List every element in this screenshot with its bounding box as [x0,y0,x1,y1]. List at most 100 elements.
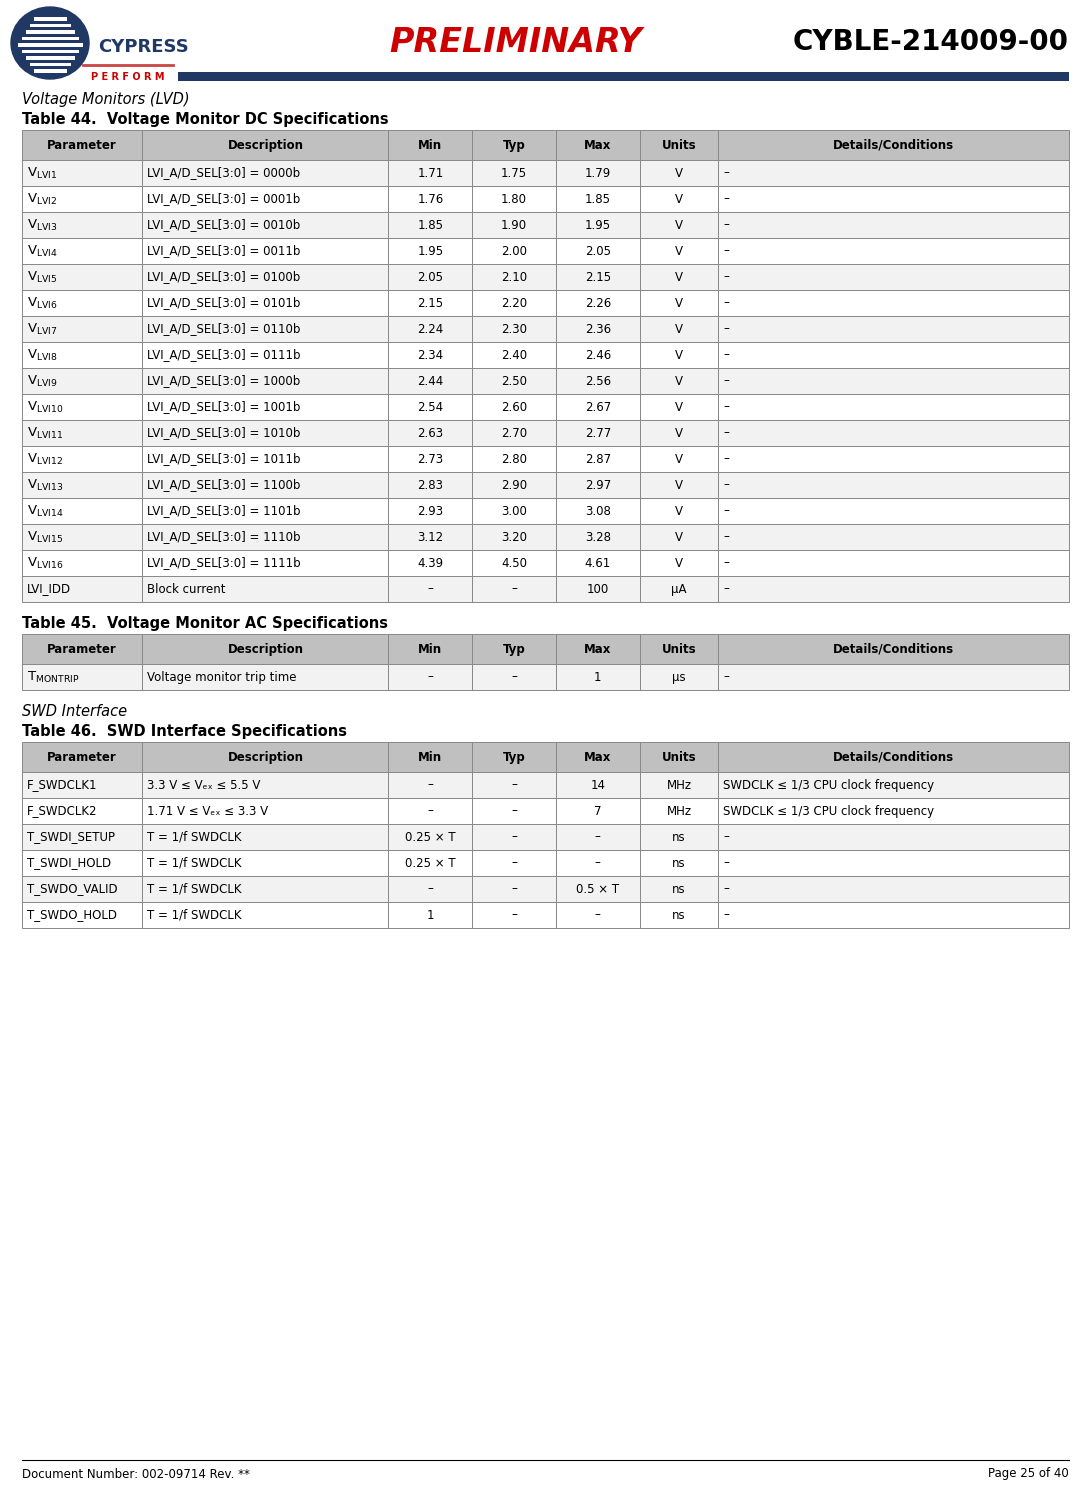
Bar [718,420,1069,446]
Bar [22,186,143,212]
Bar [388,130,472,160]
Bar [143,797,388,824]
Text: T_SWDI_SETUP: T_SWDI_SETUP [27,830,115,844]
Bar [472,368,556,393]
Bar [639,316,718,343]
Bar [143,772,388,797]
Text: 3.28: 3.28 [585,531,611,543]
Bar [639,446,718,473]
Text: LVI_A/D_SEL[3:0] = 1010b: LVI_A/D_SEL[3:0] = 1010b [147,426,301,440]
Text: LVI_A/D_SEL[3:0] = 1101b: LVI_A/D_SEL[3:0] = 1101b [147,504,301,518]
Text: 3.08: 3.08 [585,504,611,518]
Text: LVI_A/D_SEL[3:0] = 0101b: LVI_A/D_SEL[3:0] = 0101b [147,296,301,310]
Text: $\mathregular{V_{LVI16}}$: $\mathregular{V_{LVI16}}$ [27,555,63,570]
Text: 4.61: 4.61 [585,557,611,570]
Bar [22,446,143,473]
Bar [143,850,388,877]
Text: 1.95: 1.95 [585,218,611,232]
Bar [472,850,556,877]
Text: –: – [723,857,729,869]
Text: V: V [675,244,683,257]
Bar [472,664,556,690]
Text: V: V [675,374,683,387]
Text: $\mathregular{V_{LVI13}}$: $\mathregular{V_{LVI13}}$ [27,477,63,492]
Text: $\mathregular{V_{LVI12}}$: $\mathregular{V_{LVI12}}$ [27,452,63,467]
Text: LVI_A/D_SEL[3:0] = 0100b: LVI_A/D_SEL[3:0] = 0100b [147,271,301,284]
Bar [556,316,639,343]
Bar [639,772,718,797]
Text: $\mathregular{V_{LVI11}}$: $\mathregular{V_{LVI11}}$ [27,425,63,440]
Bar [639,212,718,238]
Bar [22,263,143,290]
Text: 2.70: 2.70 [501,426,527,440]
Text: V: V [675,349,683,362]
Text: Document Number: 002-09714 Rev. **: Document Number: 002-09714 Rev. ** [22,1468,250,1481]
Text: 3.3 V ≤ Vₑₓ ≤ 5.5 V: 3.3 V ≤ Vₑₓ ≤ 5.5 V [147,778,261,791]
Bar [556,420,639,446]
Text: V: V [675,323,683,335]
Bar [639,186,718,212]
Text: 4.50: 4.50 [501,557,527,570]
Text: 2.83: 2.83 [418,479,443,492]
Text: Parameter: Parameter [47,642,117,655]
Bar [388,498,472,524]
Bar [388,212,472,238]
Text: SWD Interface: SWD Interface [22,705,128,720]
Bar [22,290,143,316]
Bar [472,160,556,186]
Bar [143,524,388,551]
Bar [718,576,1069,601]
Bar [388,742,472,772]
Bar [472,238,556,263]
Text: 2.80: 2.80 [501,452,527,465]
Text: Voltage monitor trip time: Voltage monitor trip time [147,670,297,684]
Bar [143,238,388,263]
Bar [22,576,143,601]
Text: $\mathregular{V_{LVI5}}$: $\mathregular{V_{LVI5}}$ [27,269,58,284]
Bar [472,902,556,928]
Bar [388,576,472,601]
Bar [388,877,472,902]
Bar [22,742,143,772]
Text: CYPRESS: CYPRESS [98,37,189,55]
Text: 2.40: 2.40 [501,349,527,362]
Bar [556,160,639,186]
Bar [143,634,388,664]
Text: LVI_A/D_SEL[3:0] = 0001b: LVI_A/D_SEL[3:0] = 0001b [147,193,301,205]
Text: T_SWDO_VALID: T_SWDO_VALID [27,883,118,896]
Text: 1: 1 [427,908,434,922]
Text: Min: Min [418,751,442,763]
Text: 2.50: 2.50 [501,374,527,387]
Text: LVI_A/D_SEL[3:0] = 1011b: LVI_A/D_SEL[3:0] = 1011b [147,452,301,465]
Text: –: – [428,883,433,896]
Text: V: V [675,166,683,180]
Text: –: – [723,557,729,570]
Text: 2.20: 2.20 [501,296,527,310]
Bar [143,186,388,212]
Text: V: V [675,401,683,413]
Bar [388,473,472,498]
Text: V: V [675,426,683,440]
Text: T_SWDO_HOLD: T_SWDO_HOLD [27,908,117,922]
Bar [556,212,639,238]
Bar [388,343,472,368]
Text: 0.25 × T: 0.25 × T [405,857,456,869]
Bar [388,772,472,797]
Bar [639,850,718,877]
Text: –: – [512,883,517,896]
Bar [143,473,388,498]
Bar [556,446,639,473]
Bar [472,343,556,368]
Bar [639,877,718,902]
Text: Details/Conditions: Details/Conditions [834,139,955,151]
Bar [639,664,718,690]
Text: 2.46: 2.46 [585,349,611,362]
Text: $\mathregular{V_{LVI2}}$: $\mathregular{V_{LVI2}}$ [27,191,58,206]
Text: MHz: MHz [667,778,692,791]
Bar [472,186,556,212]
Text: 2.60: 2.60 [501,401,527,413]
Text: Typ: Typ [503,139,526,151]
Text: V: V [675,296,683,310]
Bar [639,498,718,524]
Text: –: – [512,670,517,684]
